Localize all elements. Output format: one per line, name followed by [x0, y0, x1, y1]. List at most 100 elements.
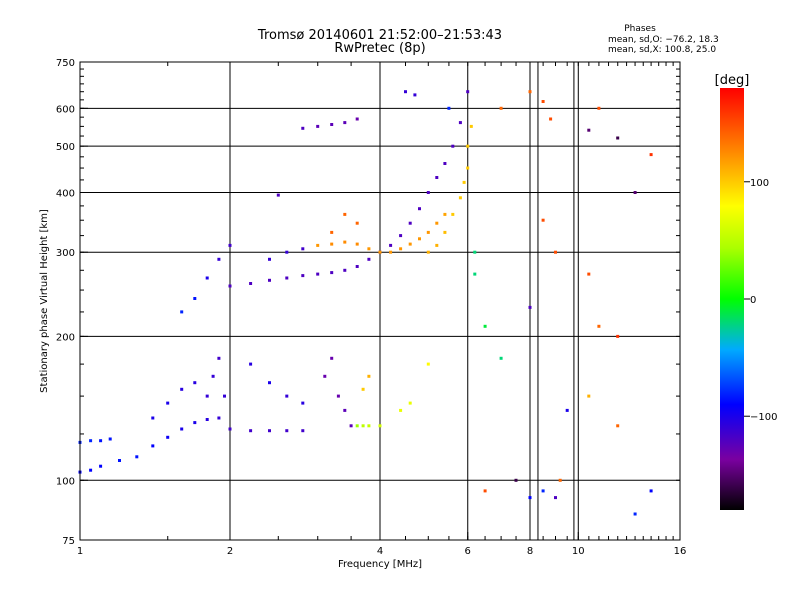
- data-point: [389, 243, 393, 247]
- x-axis-label: Frequency [MHz]: [338, 559, 422, 570]
- data-point: [466, 166, 470, 170]
- data-point: [399, 247, 403, 251]
- data-point: [193, 381, 197, 385]
- data-point: [316, 243, 320, 247]
- data-point: [541, 218, 545, 222]
- data-point: [413, 93, 417, 97]
- data-point: [268, 429, 271, 433]
- data-point: [301, 247, 305, 251]
- data-point: [268, 278, 271, 282]
- data-point: [89, 439, 93, 443]
- data-point: [483, 324, 487, 328]
- data-point: [367, 374, 371, 378]
- data-point: [443, 162, 447, 165]
- data-point: [285, 250, 289, 254]
- chart-subtitle: RwPretec (8p): [334, 41, 425, 56]
- data-point: [268, 257, 271, 261]
- data-point: [483, 489, 487, 493]
- y-tick-label: 200: [56, 332, 75, 343]
- data-point: [343, 408, 347, 412]
- data-point: [323, 374, 327, 378]
- data-point: [343, 240, 347, 244]
- data-point: [99, 464, 103, 468]
- data-point: [89, 468, 93, 472]
- data-point: [514, 478, 518, 482]
- legend-o-stats: mean, sd,O: −76.2, 18.3: [608, 35, 719, 45]
- colorbar: [720, 88, 744, 510]
- data-point: [205, 394, 209, 398]
- data-point: [587, 128, 591, 132]
- data-point: [466, 144, 470, 148]
- colorbar-ticks: 100 0 −100: [744, 178, 777, 423]
- data-point: [597, 324, 601, 328]
- data-point: [378, 250, 382, 254]
- data-point: [408, 221, 412, 225]
- data-point: [301, 126, 305, 130]
- data-point: [404, 90, 407, 94]
- data-point: [399, 234, 403, 238]
- data-point: [151, 444, 155, 448]
- data-point: [528, 90, 532, 94]
- data-point: [108, 437, 112, 441]
- data-point: [389, 250, 393, 254]
- data-point: [180, 387, 184, 391]
- data-point: [426, 191, 430, 194]
- colorbar-tick-label: −100: [750, 412, 777, 423]
- data-point: [443, 212, 447, 216]
- data-point: [355, 242, 359, 246]
- data-point: [458, 196, 462, 200]
- data-point: [166, 401, 170, 405]
- data-point: [616, 424, 620, 428]
- data-point: [447, 106, 451, 110]
- data-point: [554, 496, 557, 500]
- data-point: [408, 401, 412, 405]
- data-point: [355, 424, 359, 428]
- data-point: [217, 416, 221, 420]
- data-point: [135, 455, 139, 459]
- data-point: [451, 212, 455, 216]
- data-point: [193, 297, 197, 300]
- data-point: [616, 334, 620, 338]
- y-tick-label: 400: [56, 188, 75, 199]
- data-point: [587, 272, 591, 276]
- y-tick-label: 600: [56, 104, 75, 115]
- y-tick-label: 75: [62, 536, 75, 547]
- data-point: [361, 387, 365, 391]
- data-point: [451, 144, 455, 148]
- data-point: [276, 193, 280, 197]
- y-tick-label: 100: [56, 476, 75, 487]
- data-point: [587, 394, 591, 398]
- data-point: [285, 276, 289, 280]
- data-point: [285, 394, 289, 398]
- y-tick-label: 500: [56, 142, 75, 153]
- data-point: [408, 242, 412, 246]
- data-point: [466, 90, 470, 94]
- data-point: [343, 121, 347, 125]
- data-point: [633, 191, 637, 194]
- grid-lines: [80, 62, 680, 540]
- data-point: [166, 435, 170, 439]
- data-point: [268, 381, 271, 385]
- data-point: [367, 247, 371, 251]
- data-point: [193, 421, 197, 425]
- data-point: [435, 176, 439, 179]
- legend-x-stats: mean, sd,X: 100.8, 25.0: [608, 45, 716, 55]
- data-point: [367, 424, 371, 428]
- legend-heading: Phases: [624, 24, 656, 34]
- colorbar-tick-label: 0: [750, 295, 756, 306]
- data-point: [301, 274, 305, 278]
- data-point: [217, 257, 221, 261]
- data-point: [228, 427, 232, 431]
- x-tick-label: 2: [227, 546, 233, 557]
- data-point: [249, 282, 253, 285]
- x-tick-label: 4: [377, 546, 383, 557]
- data-point: [558, 478, 562, 482]
- y-axis: 75 100 200 300 400 500 600 750: [56, 58, 680, 547]
- x-tick-label: 8: [527, 546, 533, 557]
- data-point: [418, 237, 421, 241]
- data-point: [355, 221, 359, 225]
- data-point: [426, 230, 430, 234]
- data-point: [249, 362, 253, 366]
- data-point: [616, 136, 620, 140]
